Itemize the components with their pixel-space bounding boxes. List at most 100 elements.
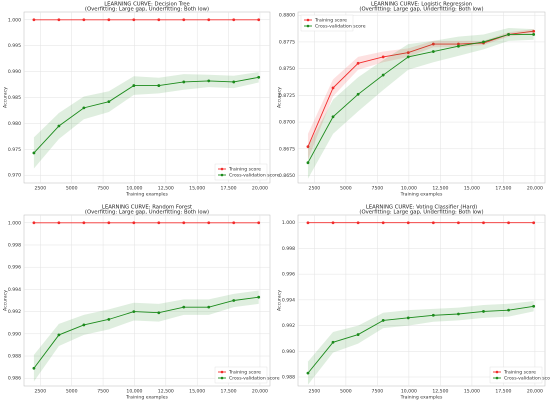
subplot: LEARNING CURVE: Random Forest(Overfittin… bbox=[3, 205, 280, 401]
legend-box bbox=[300, 14, 354, 32]
data-point bbox=[306, 221, 310, 225]
data-point bbox=[207, 18, 211, 22]
x-tick-label: 20,000 bbox=[252, 389, 268, 395]
data-point bbox=[207, 79, 211, 83]
y-tick-label: 0.998 bbox=[282, 246, 295, 252]
y-tick-label: 0.994 bbox=[282, 297, 295, 303]
chart-subtitle: (Overfitting: Large gap, Underfitting: B… bbox=[359, 210, 483, 216]
series-line bbox=[33, 76, 259, 154]
y-tick-label: 0.8675 bbox=[279, 146, 295, 152]
x-tick-label: 10,000 bbox=[401, 186, 417, 192]
std-band bbox=[508, 301, 534, 317]
data-point bbox=[257, 18, 261, 22]
data-point bbox=[482, 40, 485, 44]
y-axis-label: Accuracy bbox=[277, 290, 283, 311]
x-tick-label: 2500 bbox=[34, 186, 46, 192]
y-tick-label: 0.8650 bbox=[279, 173, 295, 179]
std-band bbox=[408, 308, 434, 326]
data-point bbox=[406, 51, 410, 55]
y-tick-label: 0.996 bbox=[282, 272, 295, 278]
data-point bbox=[157, 18, 161, 22]
x-tick-label: 5000 bbox=[66, 389, 78, 395]
x-tick-label: 10,000 bbox=[126, 389, 142, 395]
x-tick-label: 2500 bbox=[309, 186, 321, 192]
x-tick-label: 15,000 bbox=[464, 389, 480, 395]
y-tick-label: 1.000 bbox=[282, 220, 295, 226]
data-point bbox=[207, 221, 211, 225]
y-tick-label: 0.996 bbox=[8, 265, 21, 271]
data-point bbox=[356, 333, 360, 336]
y-tick-label: 0.8800 bbox=[279, 13, 295, 19]
data-point bbox=[157, 221, 161, 225]
y-axis-label: Accuracy bbox=[3, 290, 9, 311]
x-tick-label: 15,000 bbox=[189, 389, 205, 395]
plot-area bbox=[297, 214, 546, 387]
data-point bbox=[107, 100, 111, 104]
plot-area bbox=[297, 11, 546, 184]
data-point bbox=[431, 221, 435, 225]
data-point bbox=[381, 319, 385, 322]
y-tick-label: 0.988 bbox=[8, 354, 21, 360]
x-tick-label: 20,000 bbox=[252, 186, 268, 192]
data-point bbox=[182, 221, 186, 225]
y-tick-label: 0.995 bbox=[8, 43, 21, 49]
y-tick-label: 0.990 bbox=[8, 69, 21, 75]
data-point bbox=[232, 18, 236, 22]
y-tick-label: 0.8725 bbox=[279, 93, 295, 99]
data-point bbox=[182, 18, 186, 22]
x-tick-label: 17,500 bbox=[495, 186, 511, 192]
legend-label: Training score bbox=[228, 370, 261, 376]
data-point bbox=[306, 161, 310, 165]
x-axis-label: Training examples bbox=[400, 395, 443, 401]
legend-marker bbox=[220, 173, 224, 177]
y-tick-label: 0.975 bbox=[8, 147, 21, 153]
data-point bbox=[331, 86, 335, 90]
legend-marker bbox=[495, 376, 499, 380]
data-point bbox=[431, 42, 435, 46]
data-point bbox=[132, 310, 136, 314]
legend-marker bbox=[495, 370, 499, 374]
data-point bbox=[532, 33, 536, 36]
legend-marker bbox=[220, 167, 224, 171]
std-band bbox=[383, 44, 409, 91]
chart-subtitle: (Overfitting: Large gap, Underfitting: B… bbox=[85, 210, 209, 216]
data-point bbox=[82, 221, 86, 225]
std-band bbox=[158, 299, 184, 322]
data-point bbox=[57, 221, 61, 225]
data-point bbox=[457, 44, 460, 48]
data-point bbox=[306, 145, 310, 149]
std-band bbox=[483, 28, 509, 50]
data-point bbox=[207, 305, 211, 309]
data-point bbox=[132, 221, 136, 225]
plot-area bbox=[23, 214, 271, 387]
x-tick-label: 2500 bbox=[309, 389, 321, 395]
data-point bbox=[457, 221, 460, 225]
x-tick-label: 7500 bbox=[97, 389, 109, 395]
y-tick-label: 0.988 bbox=[282, 375, 295, 381]
data-point bbox=[182, 80, 186, 84]
data-point bbox=[331, 340, 335, 344]
data-point bbox=[507, 308, 510, 312]
data-point bbox=[57, 333, 61, 337]
std-band bbox=[83, 91, 109, 120]
data-point bbox=[431, 50, 435, 53]
std-band bbox=[108, 302, 134, 330]
data-point bbox=[406, 316, 410, 320]
legend-label: Cross-validation score bbox=[315, 24, 366, 30]
y-tick-label: 0.992 bbox=[8, 309, 21, 315]
y-tick-label: 0.992 bbox=[282, 323, 295, 329]
data-point bbox=[381, 55, 385, 59]
x-axis-label: Training examples bbox=[125, 192, 168, 198]
x-tick-label: 20,000 bbox=[527, 389, 543, 395]
std-band bbox=[33, 323, 59, 382]
data-point bbox=[457, 42, 460, 46]
data-point bbox=[107, 317, 111, 321]
legend-box bbox=[214, 366, 268, 384]
x-axis-label: Training examples bbox=[125, 395, 168, 401]
y-tick-label: 1.000 bbox=[8, 220, 21, 226]
x-tick-label: 20,000 bbox=[527, 186, 543, 192]
x-tick-label: 2500 bbox=[34, 389, 46, 395]
